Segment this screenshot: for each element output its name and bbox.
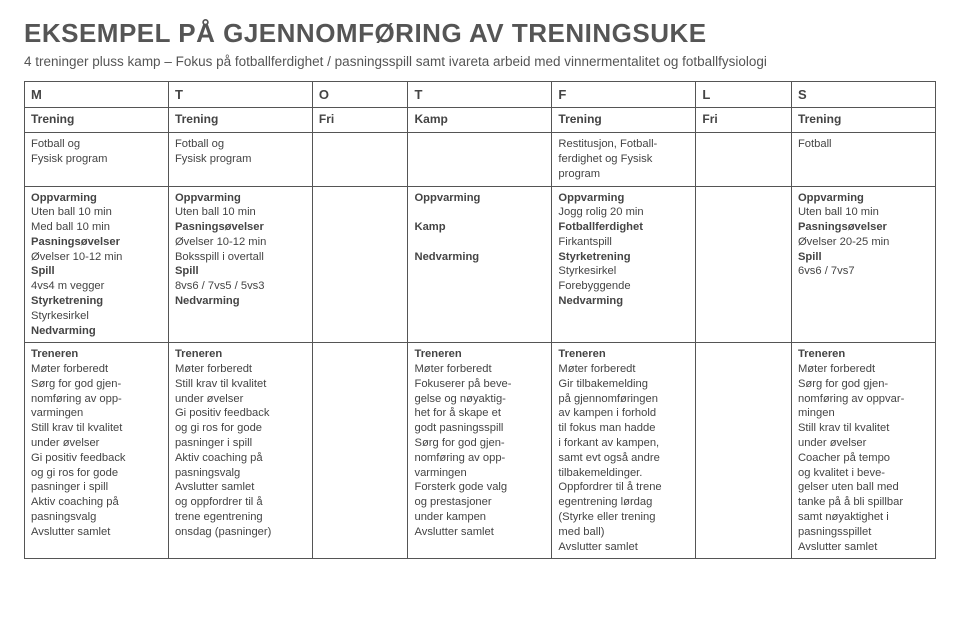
desc-cell: Fotball og Fysisk program [168, 133, 312, 186]
desc-cell: Restitusjon, Fotball- ferdighet og Fysis… [552, 133, 696, 186]
coach-cell: TrenerenMøter forberedtGir tilbakemeldin… [552, 343, 696, 559]
day-cell: O [312, 82, 408, 108]
coach-cell: TrenerenMøter forberedtSørg for god gjen… [25, 343, 169, 559]
day-cell: F [552, 82, 696, 108]
day-cell: M [25, 82, 169, 108]
page-subtitle: 4 treninger pluss kamp – Fokus på fotbal… [24, 53, 936, 71]
plan-cell [312, 186, 408, 343]
label-cell: Trening [552, 108, 696, 133]
table-row-plan: OppvarmingUten ball 10 minMed ball 10 mi… [25, 186, 936, 343]
training-week-table: M T O T F L S Trening Trening Fri Kamp T… [24, 81, 936, 559]
label-cell: Trening [168, 108, 312, 133]
coach-cell: TrenerenMøter forberedtFokuserer på beve… [408, 343, 552, 559]
plan-cell: OppvarmingUten ball 10 minMed ball 10 mi… [25, 186, 169, 343]
day-cell: T [168, 82, 312, 108]
plan-cell: OppvarmingJogg rolig 20 minFotballferdig… [552, 186, 696, 343]
desc-cell: Fotball [791, 133, 935, 186]
day-cell: L [696, 82, 792, 108]
table-row-description: Fotball og Fysisk program Fotball og Fys… [25, 133, 936, 186]
label-cell: Trening [791, 108, 935, 133]
day-cell: T [408, 82, 552, 108]
label-cell: Kamp [408, 108, 552, 133]
table-row-days: M T O T F L S [25, 82, 936, 108]
table-row-coach: TrenerenMøter forberedtSørg for god gjen… [25, 343, 936, 559]
plan-cell: OppvarmingKampNedvarming [408, 186, 552, 343]
coach-cell: TrenerenMøter forberedtSørg for god gjen… [791, 343, 935, 559]
desc-cell [312, 133, 408, 186]
desc-cell [408, 133, 552, 186]
coach-cell: TrenerenMøter forberedtStill krav til kv… [168, 343, 312, 559]
plan-cell [696, 186, 792, 343]
label-cell: Fri [312, 108, 408, 133]
coach-cell [312, 343, 408, 559]
coach-cell [696, 343, 792, 559]
plan-cell: OppvarmingUten ball 10 minPasningsøvelse… [791, 186, 935, 343]
table-row-labels: Trening Trening Fri Kamp Trening Fri Tre… [25, 108, 936, 133]
desc-cell [696, 133, 792, 186]
label-cell: Trening [25, 108, 169, 133]
desc-cell: Fotball og Fysisk program [25, 133, 169, 186]
label-cell: Fri [696, 108, 792, 133]
page-title: EKSEMPEL PÅ GJENNOMFØRING AV TRENINGSUKE [24, 18, 936, 49]
plan-cell: OppvarmingUten ball 10 minPasningsøvelse… [168, 186, 312, 343]
day-cell: S [791, 82, 935, 108]
